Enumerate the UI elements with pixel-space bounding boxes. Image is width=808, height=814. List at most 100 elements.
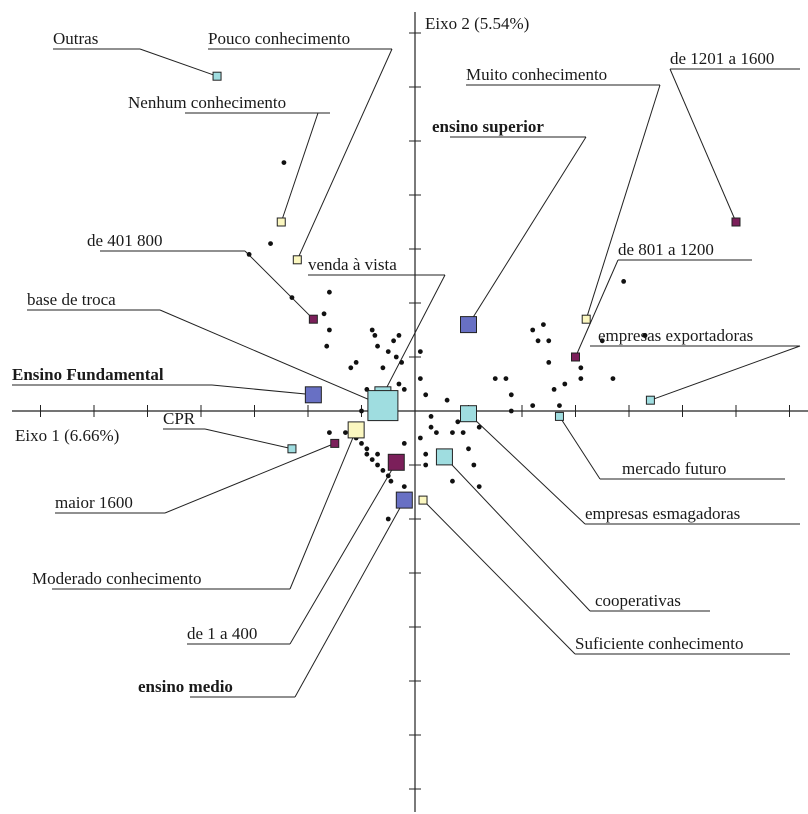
category-label: Pouco conhecimento <box>208 29 350 48</box>
observation-point <box>423 462 429 468</box>
category-marker <box>418 495 428 505</box>
leader-line <box>468 136 587 325</box>
observation-points <box>246 160 648 522</box>
leader-line <box>204 428 293 450</box>
observation-point <box>401 387 407 392</box>
axes <box>12 12 808 812</box>
observation-point <box>380 365 386 371</box>
leader-line <box>422 499 576 655</box>
leader-line <box>164 442 335 514</box>
category-label: Ensino Fundamental <box>12 365 164 384</box>
category-marker <box>347 421 365 439</box>
observation-point <box>281 160 287 166</box>
observation-point <box>246 252 252 257</box>
leader-line <box>296 48 393 261</box>
category-label: de 1201 a 1600 <box>670 49 774 68</box>
category-label: empresas esmagadoras <box>585 504 740 523</box>
observation-point <box>268 241 273 247</box>
leader-line <box>280 112 319 223</box>
observation-point <box>388 478 394 484</box>
observation-point <box>417 349 423 354</box>
leader-line <box>244 250 314 320</box>
category-marker <box>387 453 405 471</box>
observation-point <box>444 397 450 403</box>
category-marker <box>581 314 591 324</box>
category-marker <box>571 352 580 362</box>
observation-point <box>327 430 332 435</box>
observation-point <box>327 289 332 295</box>
observation-point <box>434 430 439 435</box>
observation-point <box>396 381 402 387</box>
leader-line <box>139 48 218 77</box>
leader-line <box>289 429 357 590</box>
observation-point <box>348 365 354 371</box>
observation-point <box>530 327 536 333</box>
leader-line <box>585 84 661 320</box>
observation-point <box>375 343 380 349</box>
category-marker <box>212 71 222 81</box>
leader-line <box>159 309 384 407</box>
category-label: de 801 a 1200 <box>618 240 714 259</box>
observation-point <box>642 333 648 338</box>
category-marker <box>435 448 453 466</box>
observation-point <box>359 408 364 414</box>
observation-point <box>476 424 482 430</box>
category-marker <box>554 411 564 421</box>
observation-point <box>417 435 423 441</box>
observation-point <box>396 333 402 338</box>
observation-point <box>369 457 375 462</box>
observation-point <box>466 446 471 452</box>
observation-point <box>391 338 396 344</box>
observation-point <box>428 424 434 430</box>
category-label: Outras <box>53 29 98 48</box>
observation-point <box>535 338 541 344</box>
observation-point <box>503 376 509 381</box>
category-label: base de troca <box>27 290 116 309</box>
leader-line <box>669 68 737 223</box>
observation-point <box>578 365 584 371</box>
category-label: Muito conhecimento <box>466 65 607 84</box>
observation-point <box>455 419 461 425</box>
observation-point <box>385 473 391 479</box>
category-label: CPR <box>163 409 196 428</box>
observation-point <box>364 446 370 452</box>
leader-line <box>575 259 619 358</box>
observation-point <box>530 403 536 408</box>
observation-point <box>289 295 295 300</box>
category-marker <box>645 395 655 405</box>
observation-point <box>401 441 407 446</box>
category-label: Nenhum conhecimento <box>128 93 286 112</box>
observation-point <box>324 343 330 349</box>
category-marker <box>287 444 297 454</box>
observation-point <box>401 484 407 489</box>
observation-point <box>562 381 568 387</box>
observation-point <box>417 376 423 381</box>
category-label: venda à vista <box>308 255 397 274</box>
leader-line <box>559 416 601 480</box>
category-label: ensino superior <box>432 117 544 136</box>
observation-point <box>353 360 359 365</box>
category-marker <box>304 386 322 404</box>
observation-point <box>450 430 455 435</box>
category-marker <box>330 438 340 448</box>
observation-point <box>476 484 482 489</box>
category-marker <box>308 314 318 324</box>
observation-point <box>369 327 375 333</box>
observation-point <box>428 414 434 419</box>
category-label: Moderado conhecimento <box>32 569 201 588</box>
category-label: empresas exportadoras <box>598 326 753 345</box>
observation-point <box>599 338 605 344</box>
observation-point <box>546 360 552 365</box>
observation-point <box>375 451 380 457</box>
observation-point <box>327 327 332 333</box>
observation-point <box>460 430 466 435</box>
observation-point <box>508 408 514 414</box>
observation-point <box>385 349 391 354</box>
observation-point <box>372 333 378 338</box>
observation-point <box>471 462 477 468</box>
category-marker <box>731 217 741 227</box>
observation-point <box>375 462 380 468</box>
observation-point <box>450 478 455 484</box>
category-marker <box>395 491 413 509</box>
